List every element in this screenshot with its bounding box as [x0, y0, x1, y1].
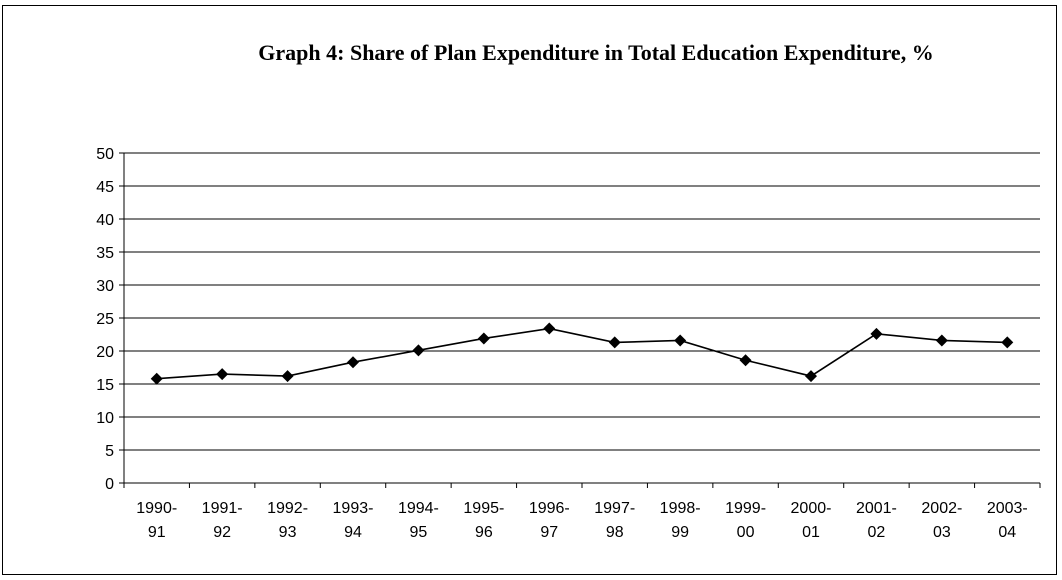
chart-title: Graph 4: Share of Plan Expenditure in To… [258, 40, 934, 65]
data-point-marker [674, 334, 687, 347]
data-point-marker [347, 356, 359, 369]
x-tick-label: 2000-01 [791, 500, 832, 541]
x-tick-label: 1998-99 [660, 500, 701, 541]
x-tick-label: 1996-97 [529, 500, 570, 541]
x-tick-label: 2001-02 [856, 500, 897, 541]
data-point-marker [608, 336, 621, 349]
data-point-marker [1001, 336, 1014, 349]
x-tick-label: 1991-92 [202, 500, 243, 541]
data-point-marker [150, 372, 163, 385]
x-tick-label: 1995-96 [463, 500, 504, 541]
y-tick-label: 10 [96, 410, 114, 427]
y-tick-label: 25 [96, 311, 114, 328]
y-tick-label: 35 [96, 245, 114, 262]
y-tick-label: 0 [105, 476, 114, 493]
series [150, 322, 1014, 385]
data-point-marker [870, 327, 883, 340]
y-tick-label: 5 [105, 443, 114, 460]
y-tick-label: 40 [96, 212, 114, 229]
y-tick-label: 50 [96, 146, 114, 163]
data-point-marker [739, 354, 752, 367]
x-tick-label: 1997-98 [594, 500, 635, 541]
x-tick-label: 1994-95 [398, 500, 439, 541]
data-point-marker [477, 332, 490, 345]
data-point-marker [216, 368, 229, 381]
y-tick-label: 15 [96, 377, 114, 394]
axes [119, 152, 1041, 488]
gridlines [124, 152, 1040, 451]
data-point-marker [805, 370, 817, 383]
y-tick-label: 45 [96, 179, 114, 196]
x-tick-label: 1992-93 [267, 500, 308, 541]
x-tick-label: 1990-91 [136, 500, 177, 541]
y-tick-labels: 0 5 10 15 20 25 30 35 40 45 50 [96, 146, 114, 493]
y-tick-label: 30 [96, 278, 114, 295]
x-tick-label: 1999-00 [725, 500, 766, 541]
data-point-marker [935, 334, 948, 347]
x-tick-label: 2003-04 [987, 500, 1028, 541]
data-point-marker [543, 322, 556, 335]
series-line [156, 327, 1008, 380]
x-tick-label: 2002-03 [921, 500, 962, 541]
y-tick-label: 20 [96, 344, 114, 361]
x-tick-labels: 1990-91 1991-92 1992-93 1993-94 1994-95 1995-… [136, 500, 1027, 541]
x-tick-label: 1993-94 [333, 500, 374, 541]
data-point-marker [412, 344, 425, 357]
data-point-marker [281, 370, 294, 383]
chart-frame [2, 5, 1057, 575]
